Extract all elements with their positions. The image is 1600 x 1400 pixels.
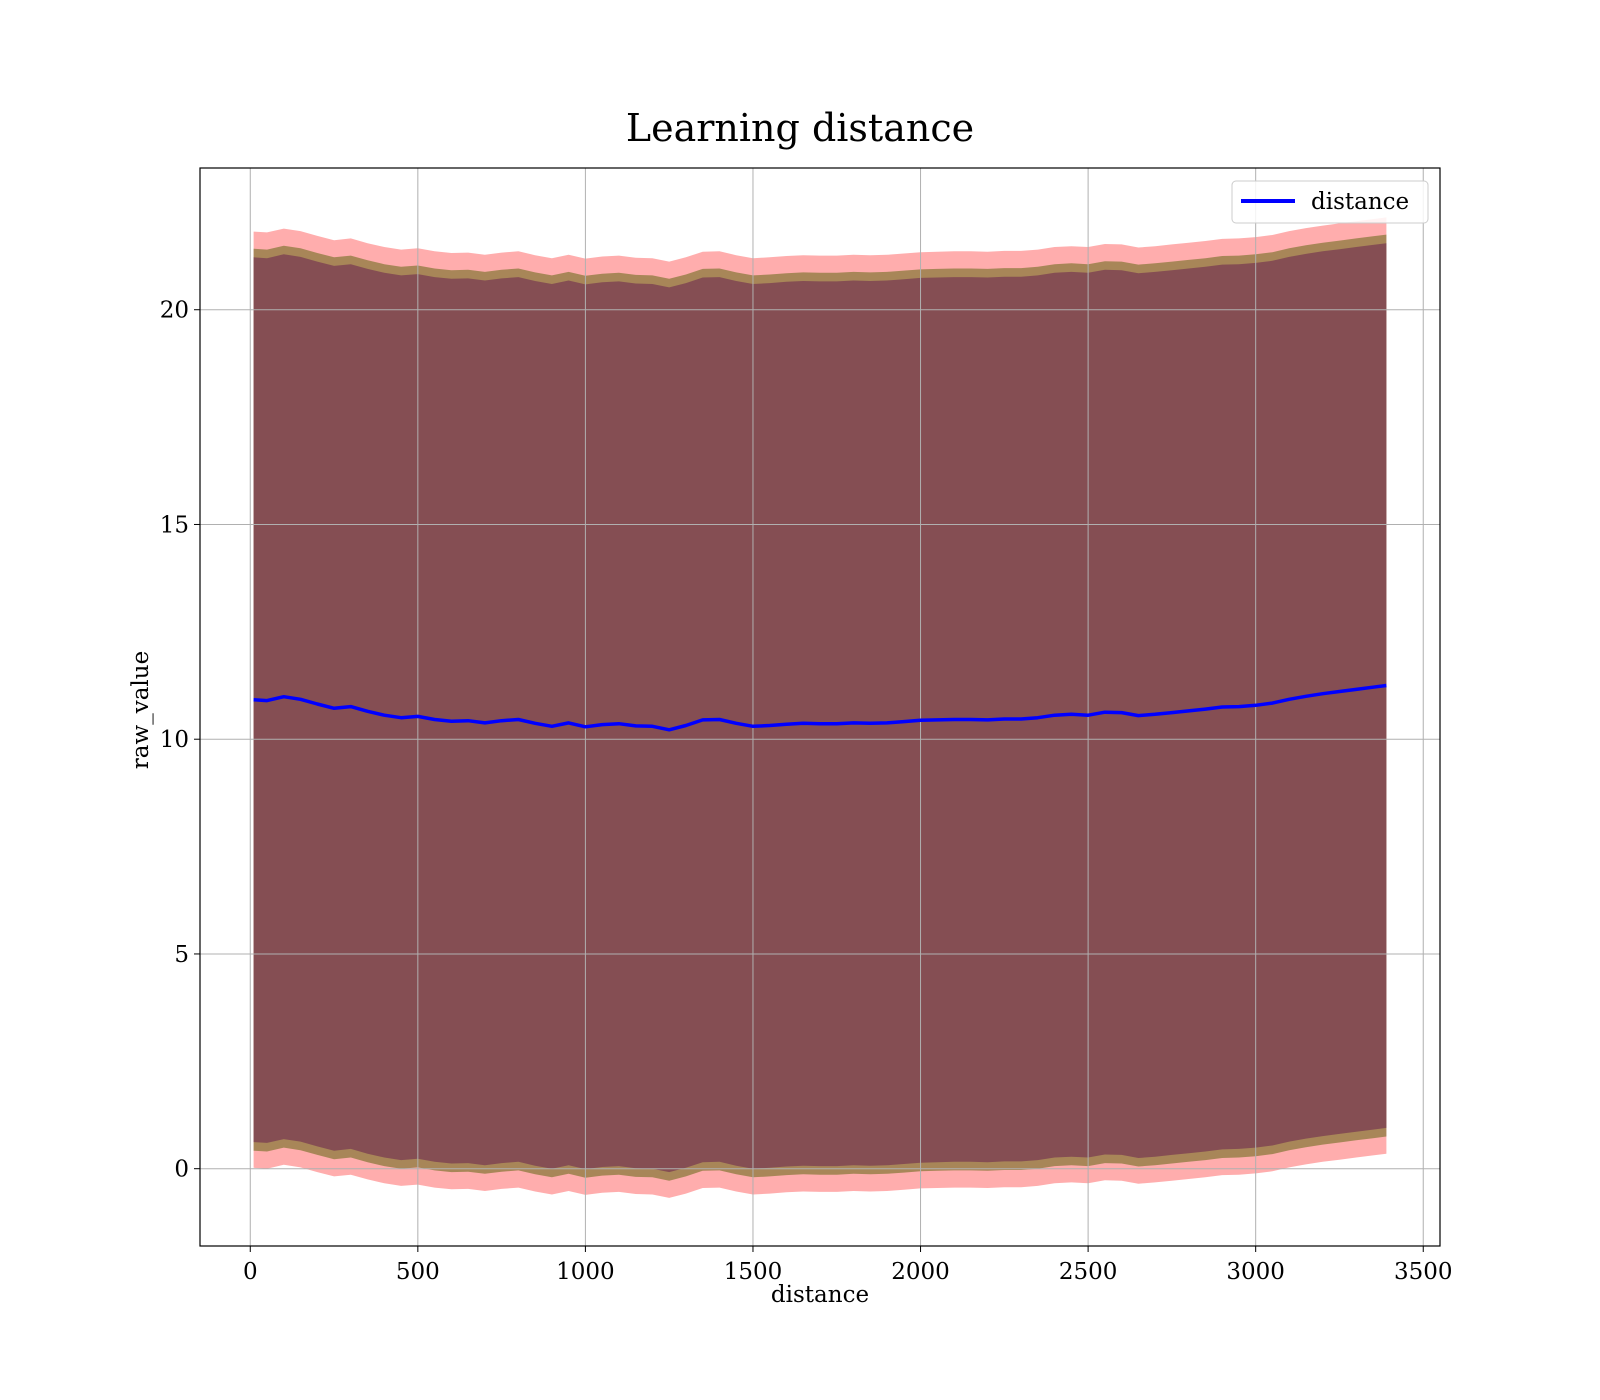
- x-axis-ticks: 0 500 1000 1500 2000 2500 3000 3500: [243, 1246, 1453, 1285]
- y-tick-label-5: 5: [174, 942, 189, 968]
- x-tick-label-3000: 3000: [1226, 1259, 1285, 1285]
- x-tick-label-3500: 3500: [1394, 1259, 1453, 1285]
- x-tick-label-1500: 1500: [724, 1259, 783, 1285]
- series-line-distance: [253, 683, 1387, 732]
- x-tick-label-500: 500: [396, 1259, 440, 1285]
- y-tick-label-20: 20: [160, 298, 189, 324]
- y-tick-label-10: 10: [160, 727, 189, 753]
- x-tick-label-1000: 1000: [556, 1259, 615, 1285]
- y-axis-label: raw_value: [128, 651, 154, 769]
- band-inner: [253, 243, 1387, 1173]
- chart-title: Learning distance: [626, 106, 974, 150]
- y-tick-label-0: 0: [174, 1157, 189, 1183]
- x-tick-label-0: 0: [243, 1259, 258, 1285]
- legend: distance: [1231, 180, 1429, 224]
- confidence-bands: [253, 217, 1387, 1198]
- legend-entry-distance: distance: [1311, 189, 1409, 215]
- grid-lines: [200, 168, 1440, 1246]
- y-tick-label-15: 15: [160, 512, 189, 538]
- x-axis-label: distance: [771, 1282, 869, 1308]
- x-tick-label-2000: 2000: [891, 1259, 950, 1285]
- series-lines: [253, 683, 1387, 732]
- y-axis-ticks: 0 5 10 15 20: [160, 298, 200, 1183]
- x-tick-label-2500: 2500: [1059, 1259, 1118, 1285]
- plot-frame: [199, 167, 1441, 1247]
- legend-box: [1231, 180, 1429, 224]
